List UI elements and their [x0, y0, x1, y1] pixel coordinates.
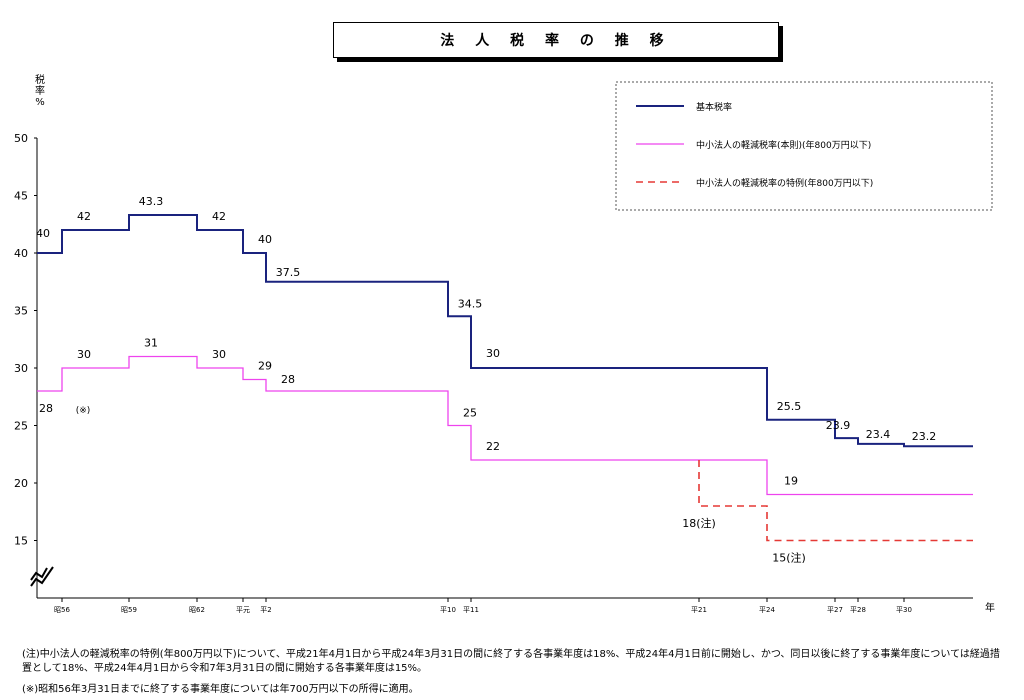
x-tick-label: 平27 — [827, 606, 843, 614]
legend-label-1: 中小法人の軽減税率(本則)(年800万円以下) — [696, 139, 871, 151]
data-label: 42 — [77, 210, 91, 223]
x-axis-label: 年 — [985, 601, 995, 614]
series-line-2 — [698, 460, 973, 542]
tax-rate-chart: 税率% 15 20 25 30 35 40 45 50 昭56 昭59 昭62 平元 平2 平10 平11 平2… — [14, 73, 995, 614]
chart-axes: 税率% 15 20 25 30 35 40 45 50 昭56 昭59 昭62 平元 平2 平10 平11 平2… — [14, 73, 995, 614]
data-label: 18(注) — [682, 516, 716, 530]
data-label: 30 — [486, 347, 500, 360]
y-tick-label: 25 — [14, 420, 28, 433]
legend-label-0: 基本税率 — [696, 101, 732, 113]
y-tick-label: 30 — [14, 362, 28, 375]
axis-break-mark — [30, 567, 48, 581]
data-label: 19 — [784, 475, 798, 488]
data-label: 28 — [281, 373, 295, 386]
x-tick-label: 平24 — [759, 606, 775, 614]
y-axis-label: % — [35, 97, 45, 108]
series-layer — [37, 214, 973, 542]
data-labels: 40 42 43.3 42 40 37.5 34.5 30 25.5 23.9 23.4 23.2 28… — [36, 195, 936, 564]
y-axis-label: 税 — [35, 73, 45, 86]
data-label: 37.5 — [276, 266, 301, 279]
series-line-1 — [37, 355, 973, 496]
data-label: 23.2 — [912, 430, 937, 443]
x-tick-label: 昭56 — [54, 606, 70, 614]
data-label: 25 — [463, 407, 477, 420]
data-label: 30 — [212, 348, 226, 361]
y-tick-label: 40 — [14, 247, 28, 260]
y-tick-label: 20 — [14, 477, 28, 490]
x-tick-label: 平元 — [236, 606, 250, 614]
legend-label-2: 中小法人の軽減税率の特例(年800万円以下) — [696, 177, 873, 189]
legend-box — [615, 81, 993, 211]
axis-break-mark — [30, 566, 54, 587]
y-tick-label: 45 — [14, 190, 28, 203]
data-label: 25.5 — [777, 400, 802, 413]
x-tick-label: 平21 — [691, 606, 707, 614]
data-label: 40 — [258, 233, 272, 246]
x-tick-label: 平2 — [260, 606, 271, 614]
data-label: 31 — [144, 337, 158, 350]
x-tick-label: 昭62 — [189, 606, 205, 614]
data-label: 15(注) — [772, 551, 806, 565]
data-label: 40 — [36, 227, 50, 240]
data-label: 43.3 — [139, 195, 164, 208]
x-tick-label: 平30 — [896, 606, 912, 614]
data-label: 29 — [258, 360, 272, 373]
y-tick-label: 50 — [14, 132, 28, 145]
data-label: (※) — [76, 406, 91, 416]
chart-title: 法 人 税 率 の 推 移 — [333, 22, 779, 58]
x-tick-label: 平28 — [850, 606, 866, 614]
data-label: 42 — [212, 210, 226, 223]
data-label: 22 — [486, 440, 500, 453]
footnote-1: (注)中小法人の軽減税率の特例(年800万円以下)について、平成21年4月1日か… — [22, 649, 1000, 674]
data-label: 23.4 — [866, 428, 891, 441]
series-line-0 — [37, 214, 973, 448]
y-tick-label: 15 — [14, 535, 28, 548]
x-tick-label: 平10 — [440, 606, 456, 614]
data-label: 34.5 — [458, 297, 483, 310]
data-label: 28 — [39, 402, 53, 415]
data-label: 23.9 — [826, 419, 851, 432]
y-axis-label: 率 — [35, 84, 45, 97]
data-label: 30 — [77, 348, 91, 361]
x-tick-label: 平11 — [463, 606, 479, 614]
y-tick-label: 35 — [14, 305, 28, 318]
x-tick-label: 昭59 — [121, 606, 137, 614]
footnote-2: (※)昭和56年3月31日までに終了する事業年度については年700万円以下の所得… — [22, 684, 419, 695]
